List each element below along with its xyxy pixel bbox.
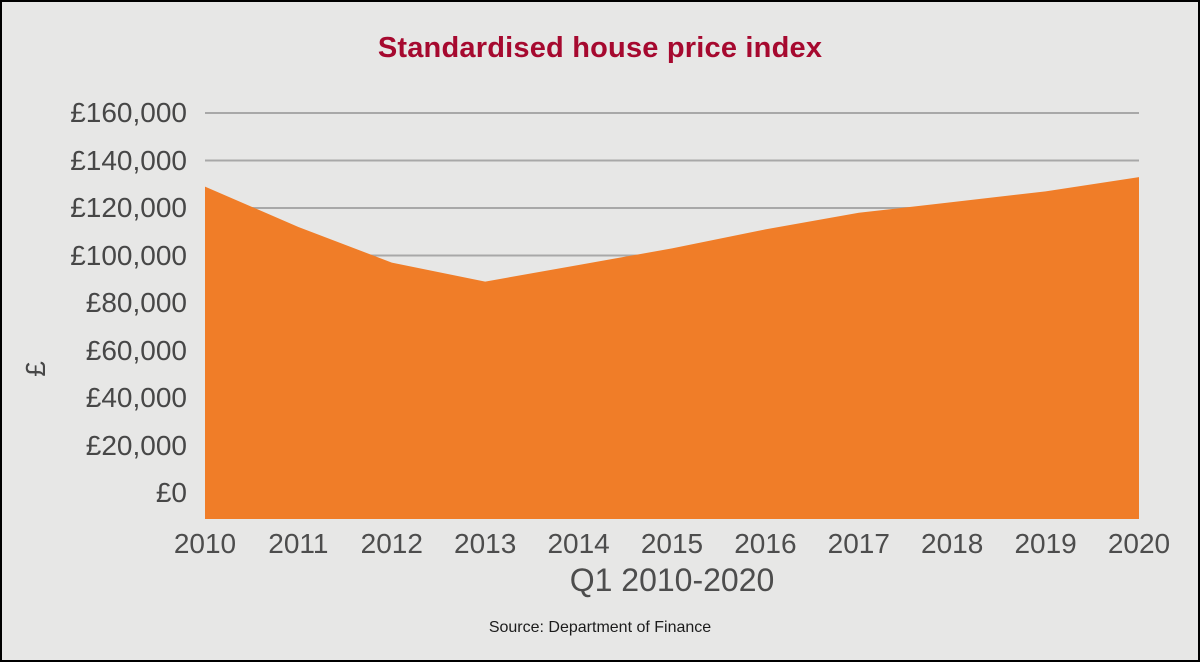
y-tick-label: £40,000 [85, 382, 187, 413]
x-tick-label: 2014 [547, 528, 610, 559]
x-tick-label: 2012 [360, 528, 423, 559]
x-tick-label: 2019 [1014, 528, 1077, 559]
y-tick-label: £140,000 [70, 144, 187, 176]
y-axis-title: £ [19, 361, 51, 377]
x-tick-label: 2016 [734, 528, 797, 559]
x-tick-label: 2017 [827, 528, 890, 559]
chart-title: Standardised house price index [377, 32, 823, 64]
source-note: Source: Department of Finance [488, 619, 712, 636]
x-tick-label: 2010 [173, 528, 237, 559]
y-tick-label: £20,000 [85, 429, 187, 461]
y-tick-label: £0 [155, 477, 187, 508]
y-tick-label: £120,000 [70, 192, 187, 223]
x-tick-label: 2013 [454, 528, 517, 559]
y-tick-label: £100,000 [70, 239, 187, 271]
area-chart-svg [205, 112, 1139, 519]
y-tick-label: £60,000 [85, 334, 187, 366]
x-axis-title: Q1 2010-2020 [569, 562, 775, 598]
x-tick-label: 2020 [1107, 528, 1171, 559]
area-series [205, 177, 1139, 519]
y-tick-label: £160,000 [70, 97, 187, 128]
x-tick-label: 2018 [921, 528, 984, 559]
x-tick-label: 2011 [268, 528, 329, 559]
y-tick-label: £80,000 [85, 287, 187, 318]
x-tick-label: 2015 [640, 528, 704, 559]
